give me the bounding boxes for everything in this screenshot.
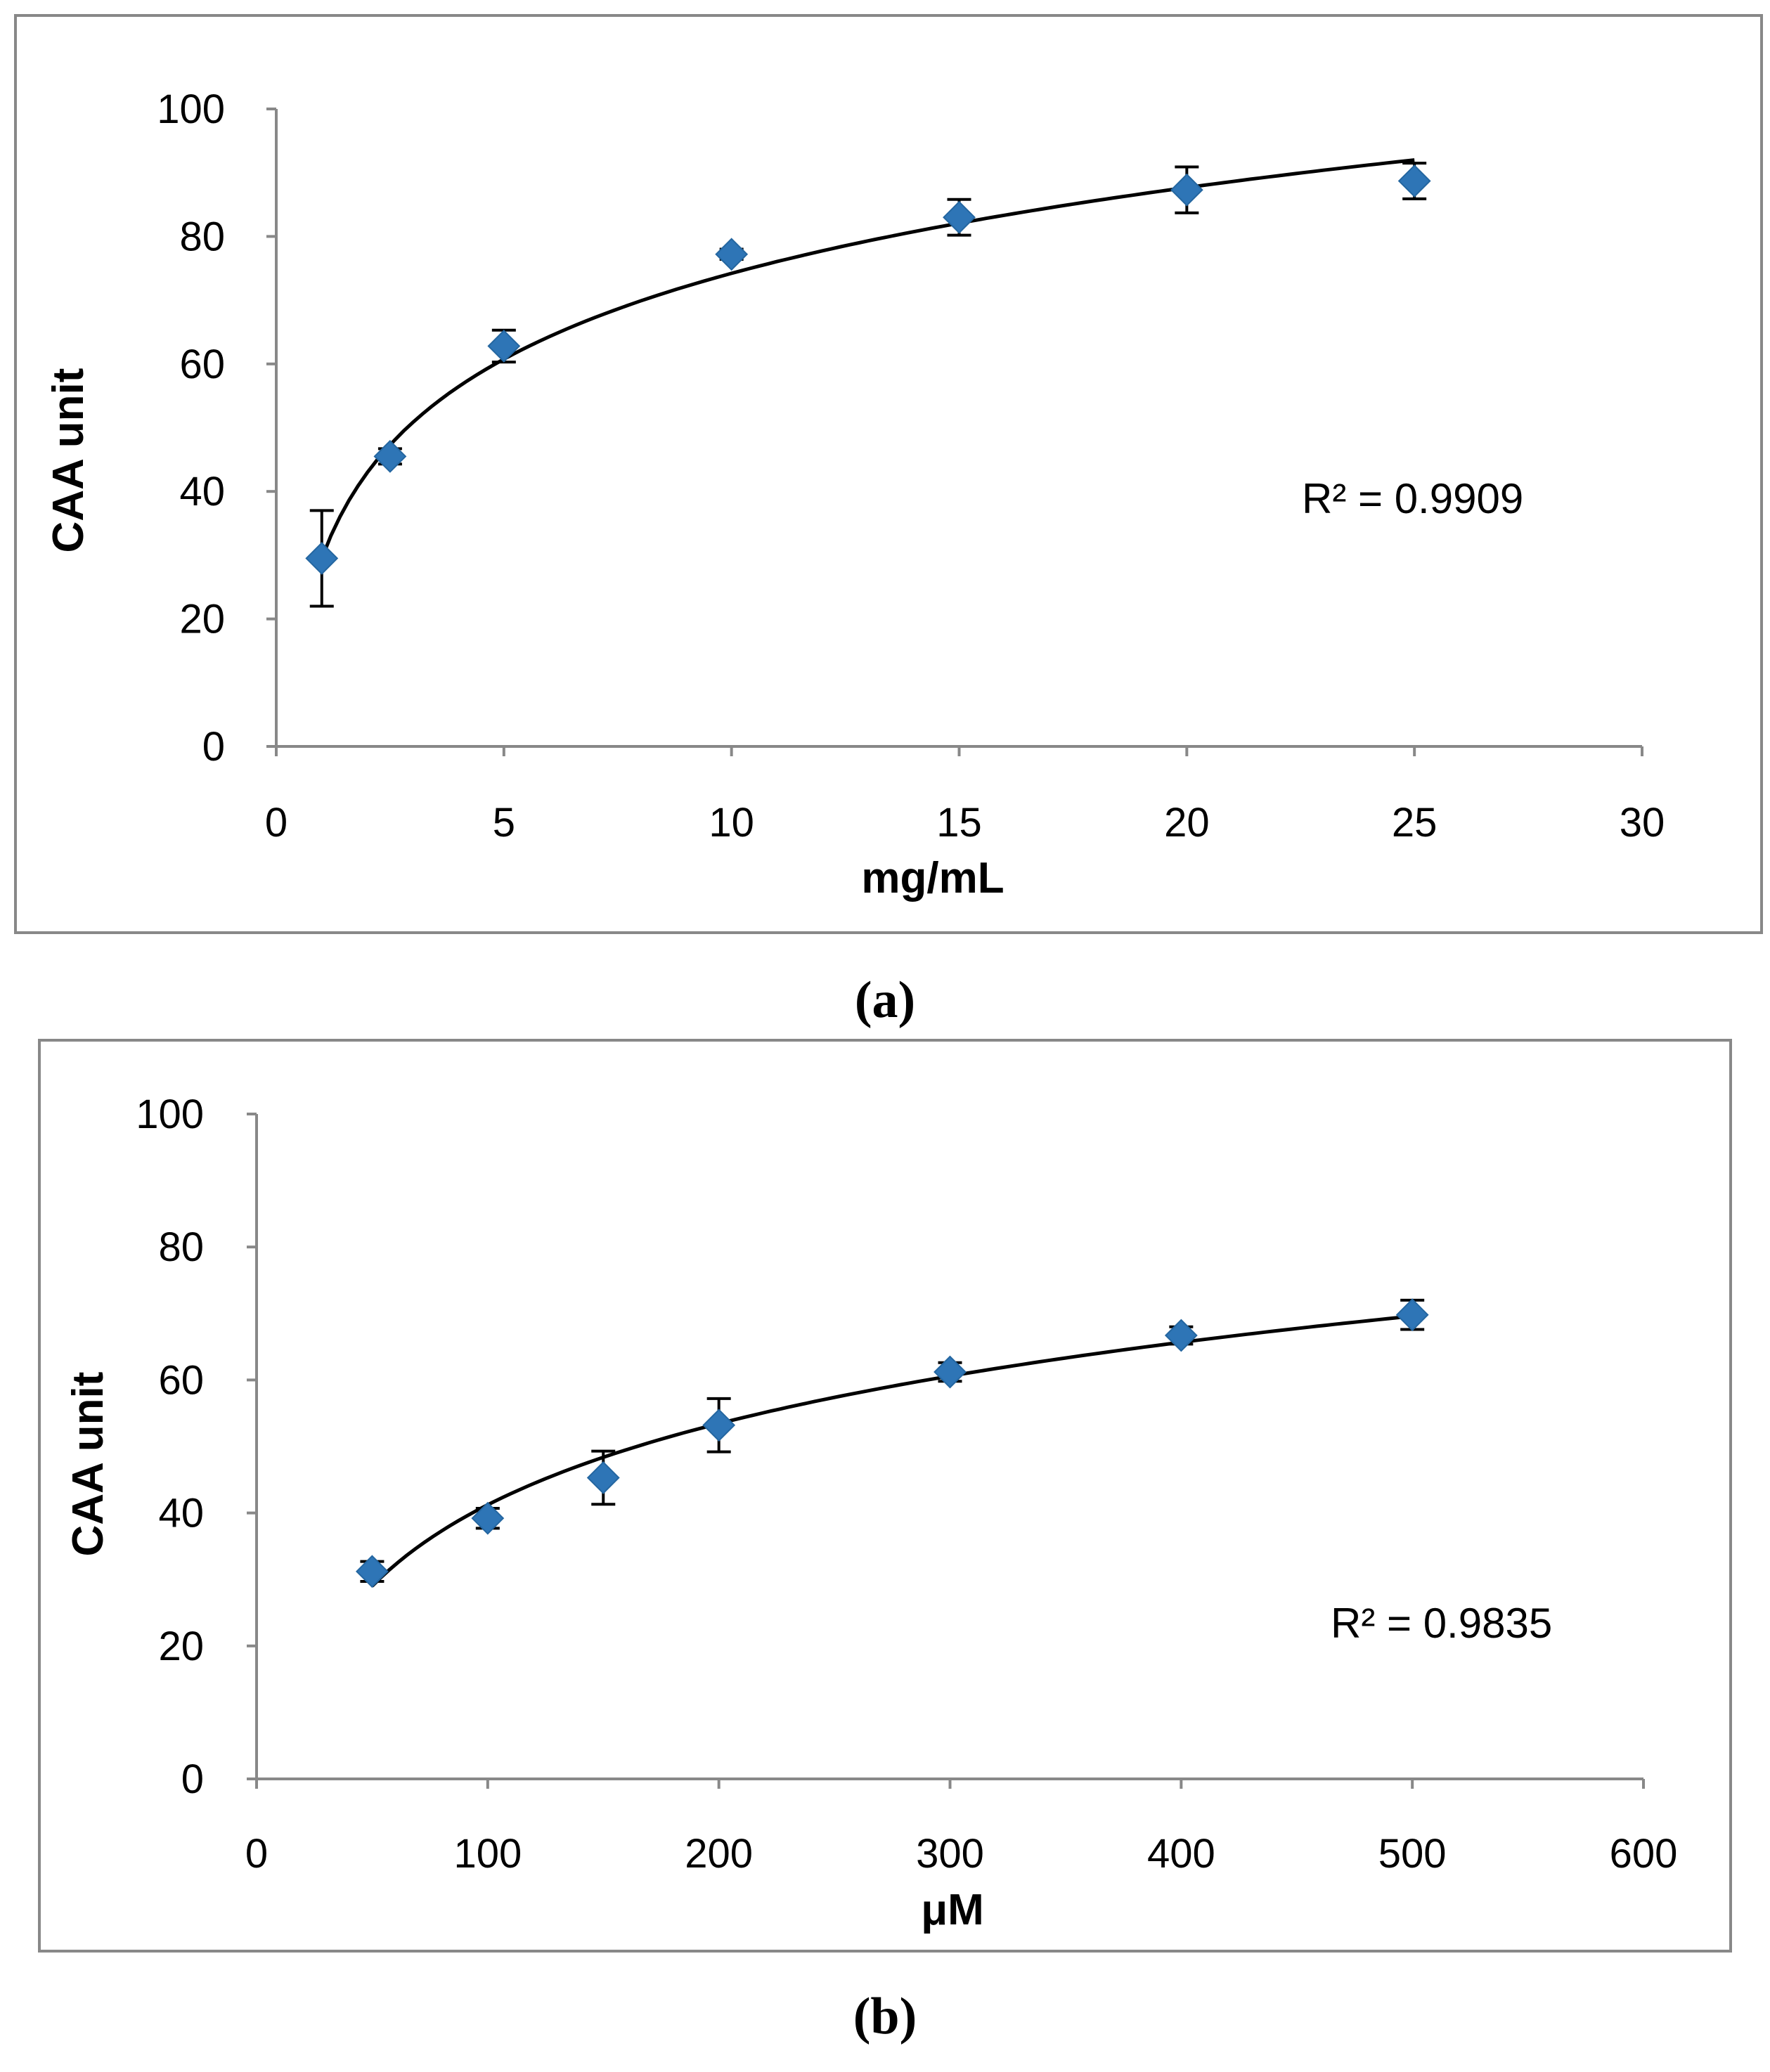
data-point (373, 439, 407, 473)
plot-area: 0 20 40 60 80 100 0 100 200 300 400 500 600 (136, 1092, 1677, 1877)
data-point (356, 1555, 389, 1588)
y-tick-label: 100 (157, 86, 225, 132)
y-tick-label: 0 (202, 724, 225, 770)
x-tick-label: 300 (916, 1831, 984, 1877)
trendline (370, 1314, 1413, 1588)
x-tick-label: 10 (709, 800, 754, 846)
data-point (1395, 1298, 1429, 1332)
data-point (1170, 173, 1203, 207)
data-point (471, 1501, 505, 1535)
chart-border (14, 14, 1763, 934)
x-tick-label: 500 (1378, 1831, 1447, 1877)
y-axis-title: CAA unit (64, 1372, 112, 1557)
y-tick-label: 60 (179, 342, 225, 387)
y-tick-label: 80 (179, 214, 225, 259)
data-point (487, 329, 521, 363)
y-tick-label: 80 (158, 1224, 204, 1270)
y-tick-label: 60 (158, 1357, 204, 1403)
x-tick-label: 200 (685, 1831, 753, 1877)
data-point (943, 200, 976, 234)
y-tick-label: 20 (158, 1624, 204, 1669)
chart-border (38, 1039, 1732, 1953)
data-point (934, 1355, 967, 1389)
chart-panel-b: 0 20 40 60 80 100 0 100 200 300 400 500 600 μM CAA u… (38, 1039, 1732, 2045)
r-squared-label: R² = 0.9835 (1331, 1600, 1552, 1647)
x-tick-label: 100 (453, 1831, 522, 1877)
x-tick-label: 400 (1147, 1831, 1215, 1877)
panel-label: (a) (855, 971, 915, 1029)
x-tick-label: 5 (493, 800, 515, 846)
data-point (702, 1409, 736, 1442)
data-point (715, 238, 749, 271)
x-axis-title: μM (921, 1886, 984, 1934)
y-tick-label: 0 (181, 1756, 204, 1802)
data-point (305, 542, 339, 575)
y-tick-label: 40 (179, 469, 225, 514)
plot-area: 0 20 40 60 80 100 0 5 10 15 20 25 30 (157, 86, 1665, 846)
panel-label: (b) (853, 1988, 917, 2045)
x-axis-title: mg/mL (861, 854, 1004, 902)
data-point (586, 1461, 620, 1494)
r-squared-label: R² = 0.9909 (1302, 475, 1523, 522)
x-tick-label: 15 (936, 800, 982, 846)
data-point (1397, 164, 1431, 198)
y-axis-title: CAA unit (44, 368, 93, 553)
y-tick-label: 40 (158, 1491, 204, 1536)
data-point (1164, 1319, 1198, 1352)
x-tick-label: 25 (1392, 800, 1438, 846)
x-tick-label: 0 (245, 1831, 268, 1877)
x-tick-label: 0 (265, 800, 288, 846)
x-tick-label: 30 (1620, 800, 1665, 846)
x-tick-label: 20 (1164, 800, 1210, 846)
y-tick-label: 100 (136, 1092, 204, 1137)
x-tick-label: 600 (1610, 1831, 1678, 1877)
y-tick-label: 20 (179, 597, 225, 642)
